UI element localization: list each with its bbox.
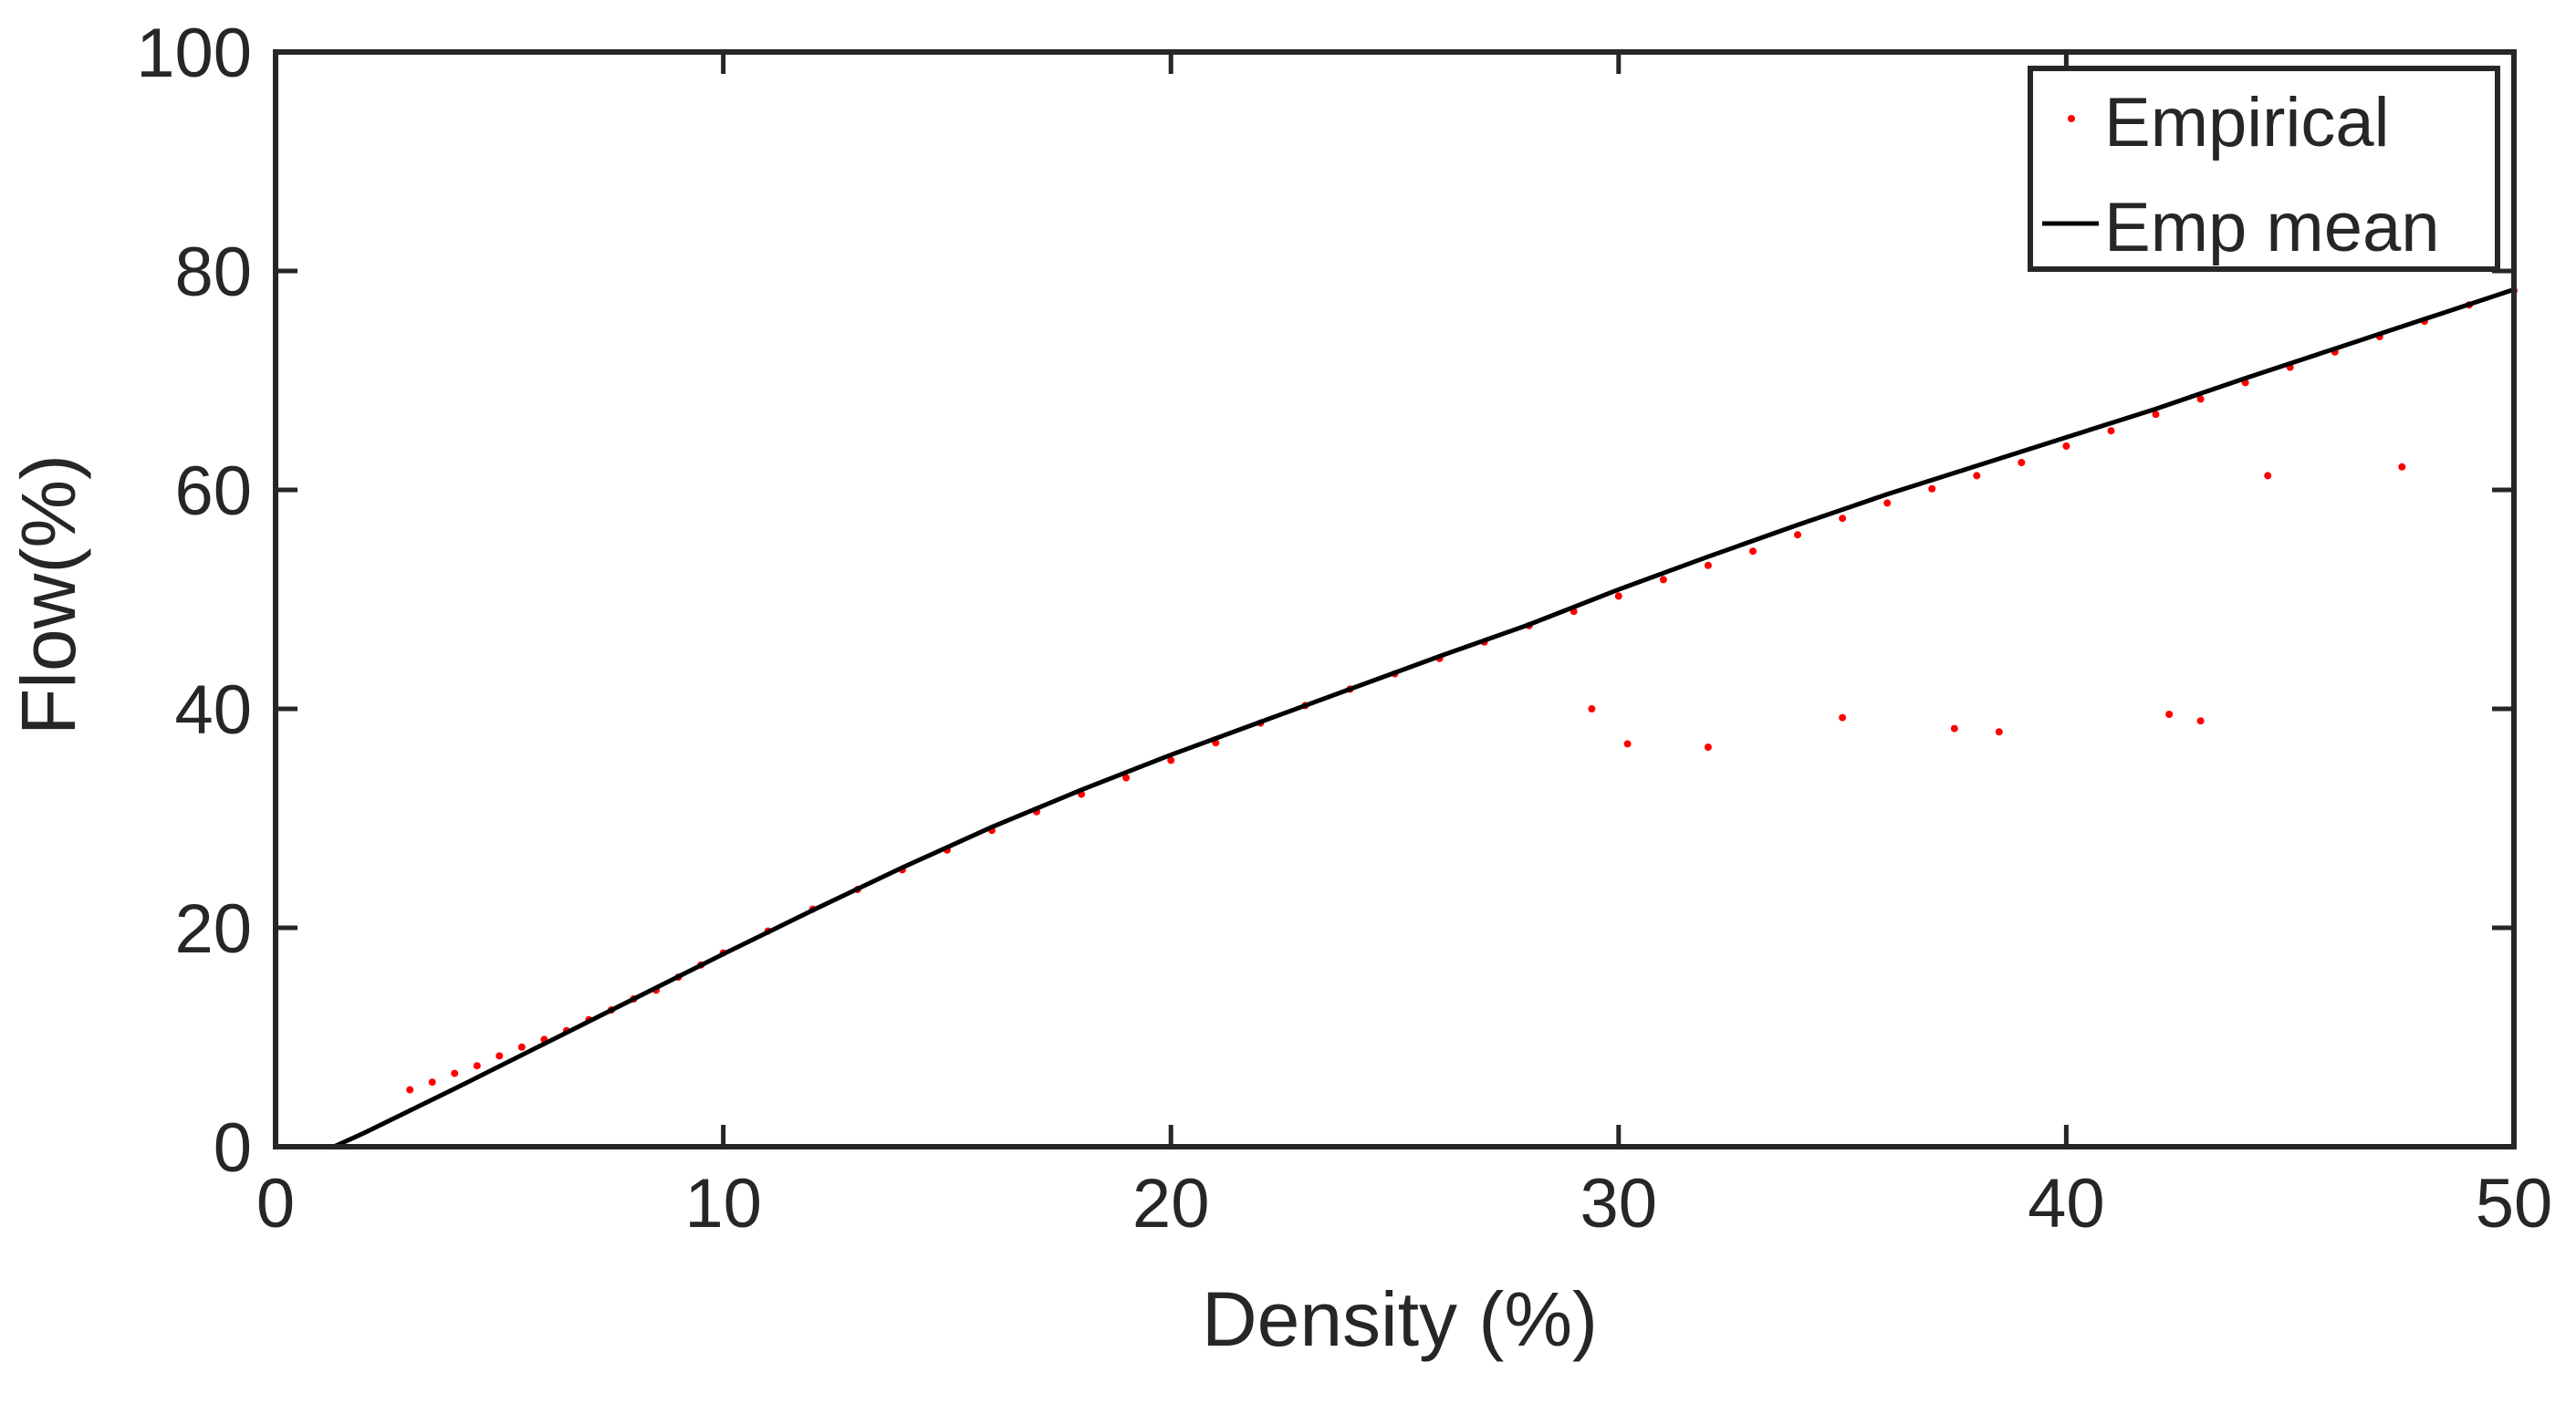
empirical-point xyxy=(2062,442,2070,450)
y-tick-label: 20 xyxy=(174,890,252,968)
emp-mean-line xyxy=(332,287,2515,1149)
empirical-point xyxy=(1928,484,1936,493)
empirical-series xyxy=(406,286,2518,1094)
x-tick-label: 0 xyxy=(256,1165,295,1243)
empirical-point xyxy=(1623,740,1632,748)
empirical-point xyxy=(517,1043,526,1051)
empirical-point xyxy=(1588,705,1596,712)
empirical-point xyxy=(1839,713,1847,722)
axes: 0 10 20 30 40 50 0 20 40 60 80 100 xyxy=(136,15,2552,1243)
empirical-point xyxy=(1659,576,1667,584)
y-tick-label: 0 xyxy=(214,1109,252,1187)
plot-area xyxy=(332,286,2518,1149)
y-tick-label: 40 xyxy=(174,671,252,749)
empirical-point xyxy=(1995,728,2003,736)
empirical-point xyxy=(2107,427,2115,435)
empirical-point xyxy=(1704,744,1712,751)
y-tick-label: 100 xyxy=(136,15,252,92)
empirical-point xyxy=(495,1052,504,1060)
x-tick-label: 10 xyxy=(684,1165,762,1243)
x-tick-label: 20 xyxy=(1132,1165,1210,1243)
x-tick-label: 50 xyxy=(2476,1165,2553,1243)
empirical-point xyxy=(2264,472,2272,480)
legend-label-empirical: Empirical xyxy=(2104,84,2390,161)
legend-marker-empirical xyxy=(2068,115,2075,122)
empirical-point xyxy=(428,1078,436,1087)
axes-box xyxy=(273,49,2517,1149)
empirical-point xyxy=(1122,774,1131,782)
empirical-point xyxy=(2196,395,2205,403)
y-axis-label: Flow(%) xyxy=(5,454,91,735)
x-tick-label: 40 xyxy=(2028,1165,2105,1243)
empirical-point xyxy=(473,1062,481,1070)
empirical-point xyxy=(406,1086,414,1094)
empirical-point xyxy=(1950,724,1958,733)
empirical-point xyxy=(451,1069,459,1077)
empirical-point xyxy=(1167,756,1175,764)
legend-box xyxy=(2028,66,2500,272)
y-tick-label: 80 xyxy=(174,234,252,311)
empirical-point xyxy=(2018,459,2026,466)
empirical-point xyxy=(1883,499,1892,507)
empirical-point xyxy=(2196,717,2205,725)
legend: Empirical Emp mean xyxy=(2028,66,2500,272)
x-axis-label: Density (%) xyxy=(1202,1276,1598,1362)
empirical-point xyxy=(1704,561,1712,569)
y-tick-label: 60 xyxy=(174,452,252,530)
empirical-point xyxy=(1614,592,1622,600)
empirical-point xyxy=(1794,531,1801,539)
x-tick-label: 30 xyxy=(1580,1165,1658,1243)
legend-label-emp-mean: Emp mean xyxy=(2104,189,2440,266)
empirical-point xyxy=(2165,711,2174,718)
empirical-point xyxy=(1839,515,1847,523)
empirical-point xyxy=(1749,547,1757,556)
empirical-point xyxy=(1973,472,1981,480)
empirical-point xyxy=(2152,411,2160,419)
empirical-point xyxy=(2398,463,2406,471)
